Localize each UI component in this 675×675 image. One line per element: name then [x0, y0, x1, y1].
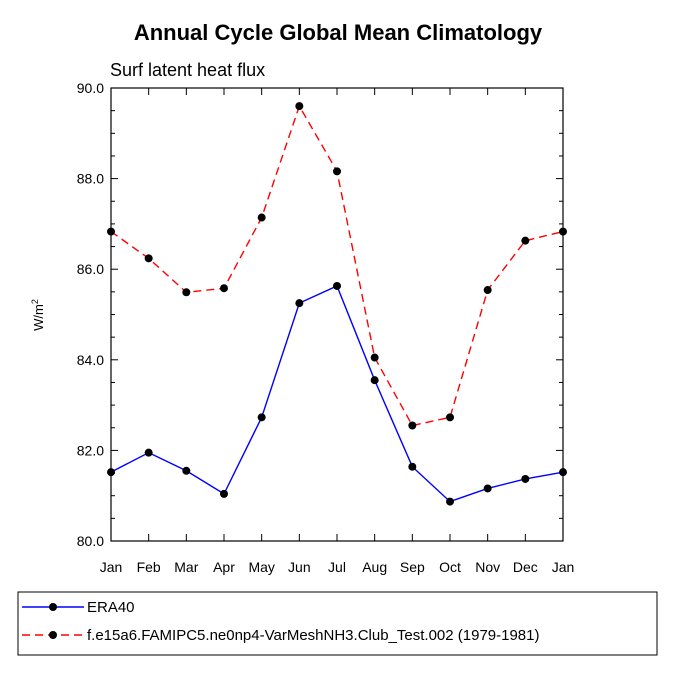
series-1-point	[107, 468, 115, 477]
y-tick-label: 88.0	[77, 171, 104, 187]
x-tick-label: Jul	[328, 559, 346, 575]
y-axis-label-superscript: 2	[30, 299, 40, 304]
legend-marker-1	[49, 603, 57, 611]
marker-layer	[107, 102, 567, 506]
y-axis-label: W/m2	[30, 299, 46, 331]
series-2-point	[144, 254, 153, 263]
chart-title: Annual Cycle Global Mean Climatology	[134, 20, 543, 45]
x-tick-label: Nov	[475, 559, 500, 575]
series-2-point	[446, 413, 454, 422]
series-line-2	[110, 104, 564, 427]
series-2-point	[370, 353, 379, 362]
series-1-point	[408, 462, 417, 471]
series-1-point	[559, 468, 567, 477]
plot-frame	[110, 87, 564, 542]
y-axis-label-unit: W/m	[31, 304, 46, 331]
legend-marker-2	[49, 631, 57, 639]
x-tick-label: Dec	[513, 559, 538, 575]
series-1-point	[220, 489, 228, 498]
series-2-point	[107, 227, 115, 236]
series-1-point	[370, 376, 379, 385]
series-layer	[110, 104, 564, 503]
y-tick-label: 82.0	[77, 442, 104, 458]
legend-items: ERA40 f.e15a6.FAMIPC5.ne0np4-VarMeshNH3.C…	[22, 599, 539, 644]
x-tick-label: Oct	[439, 559, 461, 575]
y-tick-label: 90.0	[77, 80, 104, 96]
series-1-point	[483, 484, 492, 493]
series-line-1	[110, 285, 564, 503]
legend: ERA40 f.e15a6.FAMIPC5.ne0np4-VarMeshNH3.C…	[17, 591, 658, 656]
legend-label-1: ERA40	[87, 599, 135, 616]
x-tick-label: Apr	[213, 559, 235, 575]
x-tick-label: Jun	[288, 559, 311, 575]
y-tick-label: 80.0	[77, 533, 104, 549]
series-2-point	[521, 236, 530, 245]
x-tick-label: Jan	[100, 559, 123, 575]
series-2-point	[559, 227, 567, 236]
x-tick-label: Feb	[137, 559, 161, 575]
series-1-point	[295, 299, 304, 308]
series-1-point	[446, 497, 454, 506]
chart-subtitle: Surf latent heat flux	[110, 60, 265, 80]
tick-labels: 80.0 82.0 84.0 86.0 88.0 90.0 Jan Feb Mar Apr May J…	[77, 80, 575, 575]
x-tick-label: Jan	[552, 559, 575, 575]
y-tick-label: 84.0	[77, 352, 104, 368]
series-2-point	[295, 102, 304, 111]
series-2-point	[257, 213, 266, 222]
x-tick-label: May	[248, 559, 274, 575]
series-1-point	[257, 413, 266, 422]
series-1-point	[521, 474, 530, 483]
series-2-point	[408, 421, 417, 430]
x-tick-label: Sep	[400, 559, 425, 575]
y-tick-label: 86.0	[77, 261, 104, 277]
series-2-point	[220, 284, 228, 293]
series-2-point	[333, 167, 341, 176]
x-tick-label: Aug	[362, 559, 387, 575]
series-2-point	[182, 288, 191, 297]
series-1-point	[182, 466, 191, 475]
series-2-point	[483, 286, 492, 295]
legend-label-2: f.e15a6.FAMIPC5.ne0np4-VarMeshNH3.Club_T…	[87, 627, 539, 644]
legend-box	[17, 591, 658, 656]
axes	[110, 87, 564, 542]
series-1-point	[333, 281, 341, 290]
series-1-point	[144, 448, 153, 457]
x-tick-label: Mar	[174, 559, 198, 575]
